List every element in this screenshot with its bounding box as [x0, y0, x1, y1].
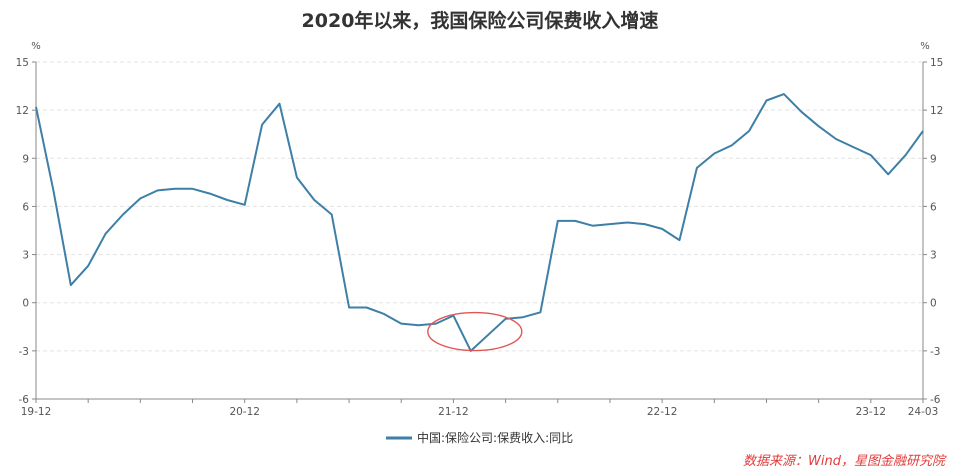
x-tick-label: 20-12: [229, 406, 260, 418]
y-tick-label-left: -3: [19, 346, 29, 358]
y-tick-label-left: 3: [22, 250, 29, 262]
axes: [35, 62, 924, 400]
series-layer: [35, 93, 924, 352]
x-tick-label: 19-12: [21, 406, 52, 418]
annotation-layer: [427, 311, 523, 352]
y-tick-label-right: -3: [930, 346, 940, 358]
y-tick-label-right: 12: [930, 105, 943, 117]
highlight-ellipse: [427, 311, 523, 352]
x-axis-ticks: 19-12 20-12 21-12 22-12 23-12 24-03: [21, 399, 939, 418]
y-axis-left-ticks: -6 -3 0 3 6 9 12 15: [16, 57, 36, 406]
left-axis-unit: %: [31, 41, 41, 52]
x-tick-label: 21-12: [438, 406, 469, 418]
y-tick-label-right: 9: [930, 153, 937, 165]
y-tick-label-right: 6: [930, 201, 937, 213]
y-tick-label-left: 12: [16, 105, 29, 117]
y-axis-right-ticks: -6 -3 0 3 6 9 12 15: [923, 57, 943, 406]
x-tick-label: 22-12: [647, 406, 678, 418]
x-tick-label: 23-12: [856, 406, 887, 418]
y-tick-label-right: -6: [930, 394, 941, 406]
grid-lines: [36, 61, 923, 352]
series-line: [35, 93, 924, 352]
y-tick-label-left: 6: [22, 201, 29, 213]
y-tick-label-left: 15: [16, 57, 29, 69]
y-tick-label-left: 0: [22, 298, 29, 310]
chart-title: 2020年以来，我国保险公司保费收入增速: [302, 9, 659, 32]
y-tick-label-left: 9: [22, 153, 29, 165]
y-tick-label-right: 15: [930, 57, 943, 69]
data-source: 数据来源：Wind，星图金融研究院: [743, 453, 947, 469]
right-axis-unit: %: [920, 41, 930, 52]
x-tick-label: 24-03: [908, 406, 939, 418]
legend: 中国:保险公司:保费收入:同比: [386, 430, 573, 445]
legend-label: 中国:保险公司:保费收入:同比: [417, 430, 573, 445]
y-tick-label-right: 3: [930, 250, 937, 262]
y-tick-label-right: 0: [930, 298, 937, 310]
y-tick-label-left: -6: [19, 394, 30, 406]
